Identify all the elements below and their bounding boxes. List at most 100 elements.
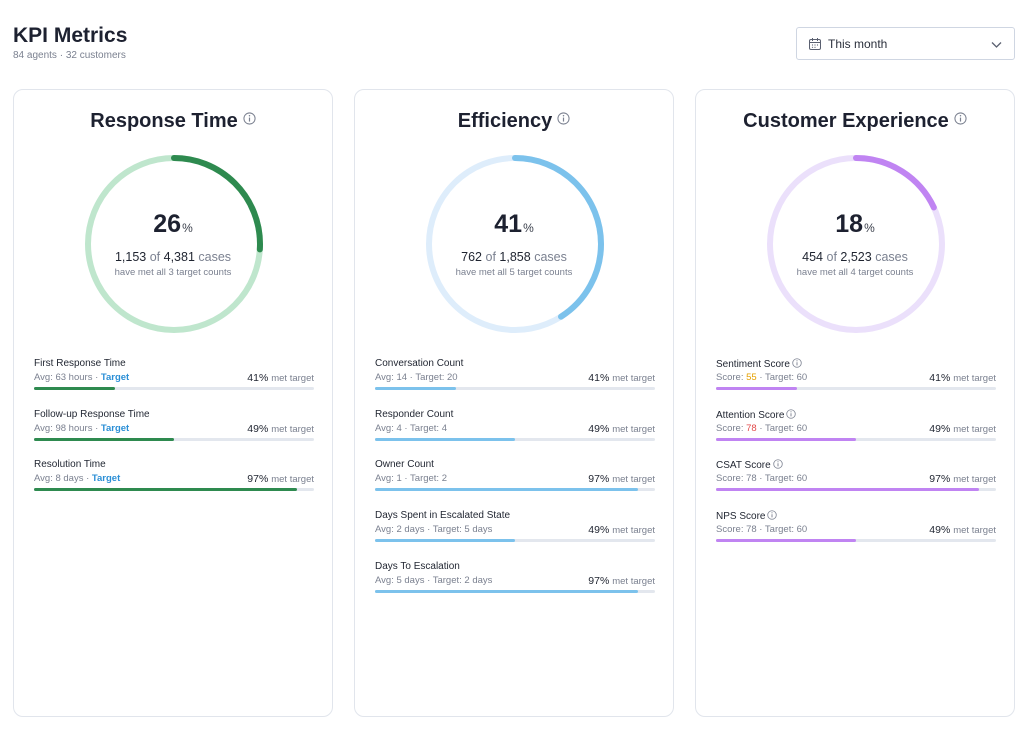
metric-met-target: 49% met target — [929, 524, 996, 536]
metric-detail: Avg: 98 hours · Target — [34, 423, 130, 434]
metric-progress-fill — [716, 438, 856, 441]
metric-progress-fill — [375, 488, 639, 491]
metric-row-sentiment-score: Sentiment Score Score: 55 · Target: 60 4… — [716, 358, 996, 398]
metric-progress-bar — [375, 539, 655, 542]
kpi-card-efficiency: Efficiency 41% 762 of 1,858 cases have m… — [354, 89, 674, 717]
metric-name: Follow-up Response Time — [34, 409, 150, 420]
metric-name: Responder Count — [375, 409, 454, 420]
gauge-count: 1,153 of 4,381 cases — [114, 250, 232, 264]
metric-row-nps-score: NPS Score Score: 78 · Target: 60 49% met… — [716, 510, 996, 550]
metric-row-csat-score: CSAT Score Score: 78 · Target: 60 97% me… — [716, 459, 996, 499]
metric-row-follow-up-response-time: Follow-up Response Time Avg: 98 hours · … — [34, 409, 314, 449]
kpi-card-customer-experience: Customer Experience 18% 454 of 2,523 cas… — [695, 89, 1015, 717]
metric-name: NPS Score — [716, 510, 778, 522]
metric-detail: Avg: 1 · Target: 2 — [375, 473, 447, 484]
gauge-percent: 18% — [835, 210, 875, 238]
metric-progress-fill — [716, 539, 856, 542]
calendar-icon — [809, 37, 821, 50]
metric-progress-bar — [34, 438, 314, 441]
info-icon[interactable] — [786, 409, 797, 419]
metric-detail: Avg: 63 hours · Target — [34, 372, 130, 383]
gauge-count: 762 of 1,858 cases — [461, 250, 567, 264]
metric-name: Attention Score — [716, 409, 797, 421]
gauge-percent: 41% — [494, 210, 534, 238]
metric-progress-fill — [375, 387, 457, 390]
metric-row-days-to-escalation: Days To Escalation Avg: 5 days · Target:… — [375, 561, 655, 601]
card-title: Response Time — [14, 110, 332, 133]
metric-detail: Score: 78 · Target: 60 — [716, 423, 808, 434]
metric-met-target: 41% met target — [588, 372, 655, 384]
metric-progress-fill — [34, 488, 298, 491]
info-icon[interactable] — [772, 459, 783, 469]
metric-row-attention-score: Attention Score Score: 78 · Target: 60 4… — [716, 409, 996, 449]
metric-met-target: 49% met target — [588, 423, 655, 435]
metric-progress-bar — [716, 488, 996, 491]
metric-met-target: 97% met target — [929, 473, 996, 485]
progress-ring — [426, 155, 604, 333]
progress-ring-fill — [767, 155, 945, 333]
metric-name: Resolution Time — [34, 459, 106, 470]
metric-progress-fill — [375, 438, 515, 441]
gauge-note: have met all 4 target counts — [796, 267, 914, 278]
metric-met-target: 49% met target — [588, 524, 655, 536]
progress-ring — [767, 155, 945, 333]
info-icon[interactable] — [557, 112, 570, 125]
date-range-select[interactable]: This month — [796, 27, 1015, 60]
metric-progress-fill — [716, 488, 980, 491]
metric-detail: Score: 55 · Target: 60 — [716, 372, 808, 383]
metric-progress-bar — [375, 590, 655, 593]
metric-name: Days Spent in Escalated State — [375, 510, 511, 521]
metric-met-target: 41% met target — [929, 372, 996, 384]
metric-detail: Score: 78 · Target: 60 — [716, 524, 808, 535]
metric-progress-bar — [375, 488, 655, 491]
metric-progress-bar — [375, 438, 655, 441]
gauge-count: 454 of 2,523 cases — [802, 250, 908, 264]
card-title: Efficiency — [355, 110, 673, 133]
metric-row-days-spent-in-escalated-state: Days Spent in Escalated State Avg: 2 day… — [375, 510, 655, 550]
date-range-value: This month — [828, 36, 888, 51]
metric-name: Owner Count — [375, 459, 434, 470]
metric-met-target: 49% met target — [929, 423, 996, 435]
metric-progress-bar — [34, 387, 314, 390]
metric-row-owner-count: Owner Count Avg: 1 · Target: 2 97% met t… — [375, 459, 655, 499]
metric-progress-bar — [375, 387, 655, 390]
info-icon[interactable] — [954, 112, 967, 125]
progress-ring-fill — [85, 155, 263, 333]
info-icon[interactable] — [792, 358, 802, 368]
metric-name: First Response Time — [34, 358, 126, 369]
metric-detail: Avg: 5 days · Target: 2 days — [375, 575, 493, 586]
metric-detail: Avg: 14 · Target: 20 — [375, 372, 458, 383]
gauge-note: have met all 3 target counts — [114, 267, 232, 278]
metric-detail: Avg: 8 days · Target — [34, 473, 121, 484]
info-icon[interactable] — [243, 112, 256, 125]
page-subtitle: 84 agents · 32 customers — [13, 50, 126, 61]
page-title: KPI Metrics — [13, 24, 128, 47]
metric-progress-bar — [716, 387, 996, 390]
metric-detail: Avg: 4 · Target: 4 — [375, 423, 447, 434]
metric-progress-fill — [375, 590, 639, 593]
metric-met-target: 97% met target — [588, 473, 655, 485]
metric-met-target: 49% met target — [247, 423, 314, 435]
metric-progress-bar — [716, 438, 996, 441]
progress-ring — [85, 155, 263, 333]
metric-name: Days To Escalation — [375, 561, 460, 572]
metric-progress-fill — [375, 539, 515, 542]
kpi-card-response-time: Response Time 26% 1,153 of 4,381 cases h… — [13, 89, 333, 717]
gauge-percent: 26% — [153, 210, 193, 238]
metric-met-target: 97% met target — [588, 575, 655, 587]
metric-row-responder-count: Responder Count Avg: 4 · Target: 4 49% m… — [375, 409, 655, 449]
metric-progress-fill — [34, 387, 116, 390]
metric-detail: Avg: 2 days · Target: 5 days — [375, 524, 493, 535]
target-link[interactable]: Target — [100, 423, 130, 434]
target-link[interactable]: Target — [91, 473, 121, 484]
metric-row-conversation-count: Conversation Count Avg: 14 · Target: 20 … — [375, 358, 655, 398]
metric-progress-fill — [34, 438, 174, 441]
chevron-down-icon — [991, 42, 1002, 48]
gauge-note: have met all 5 target counts — [455, 267, 573, 278]
metric-met-target: 41% met target — [247, 372, 314, 384]
metric-progress-bar — [716, 539, 996, 542]
info-icon[interactable] — [767, 510, 778, 520]
metric-progress-fill — [716, 387, 798, 390]
target-link[interactable]: Target — [100, 372, 130, 383]
metric-row-first-response-time: First Response Time Avg: 63 hours · Targ… — [34, 358, 314, 398]
